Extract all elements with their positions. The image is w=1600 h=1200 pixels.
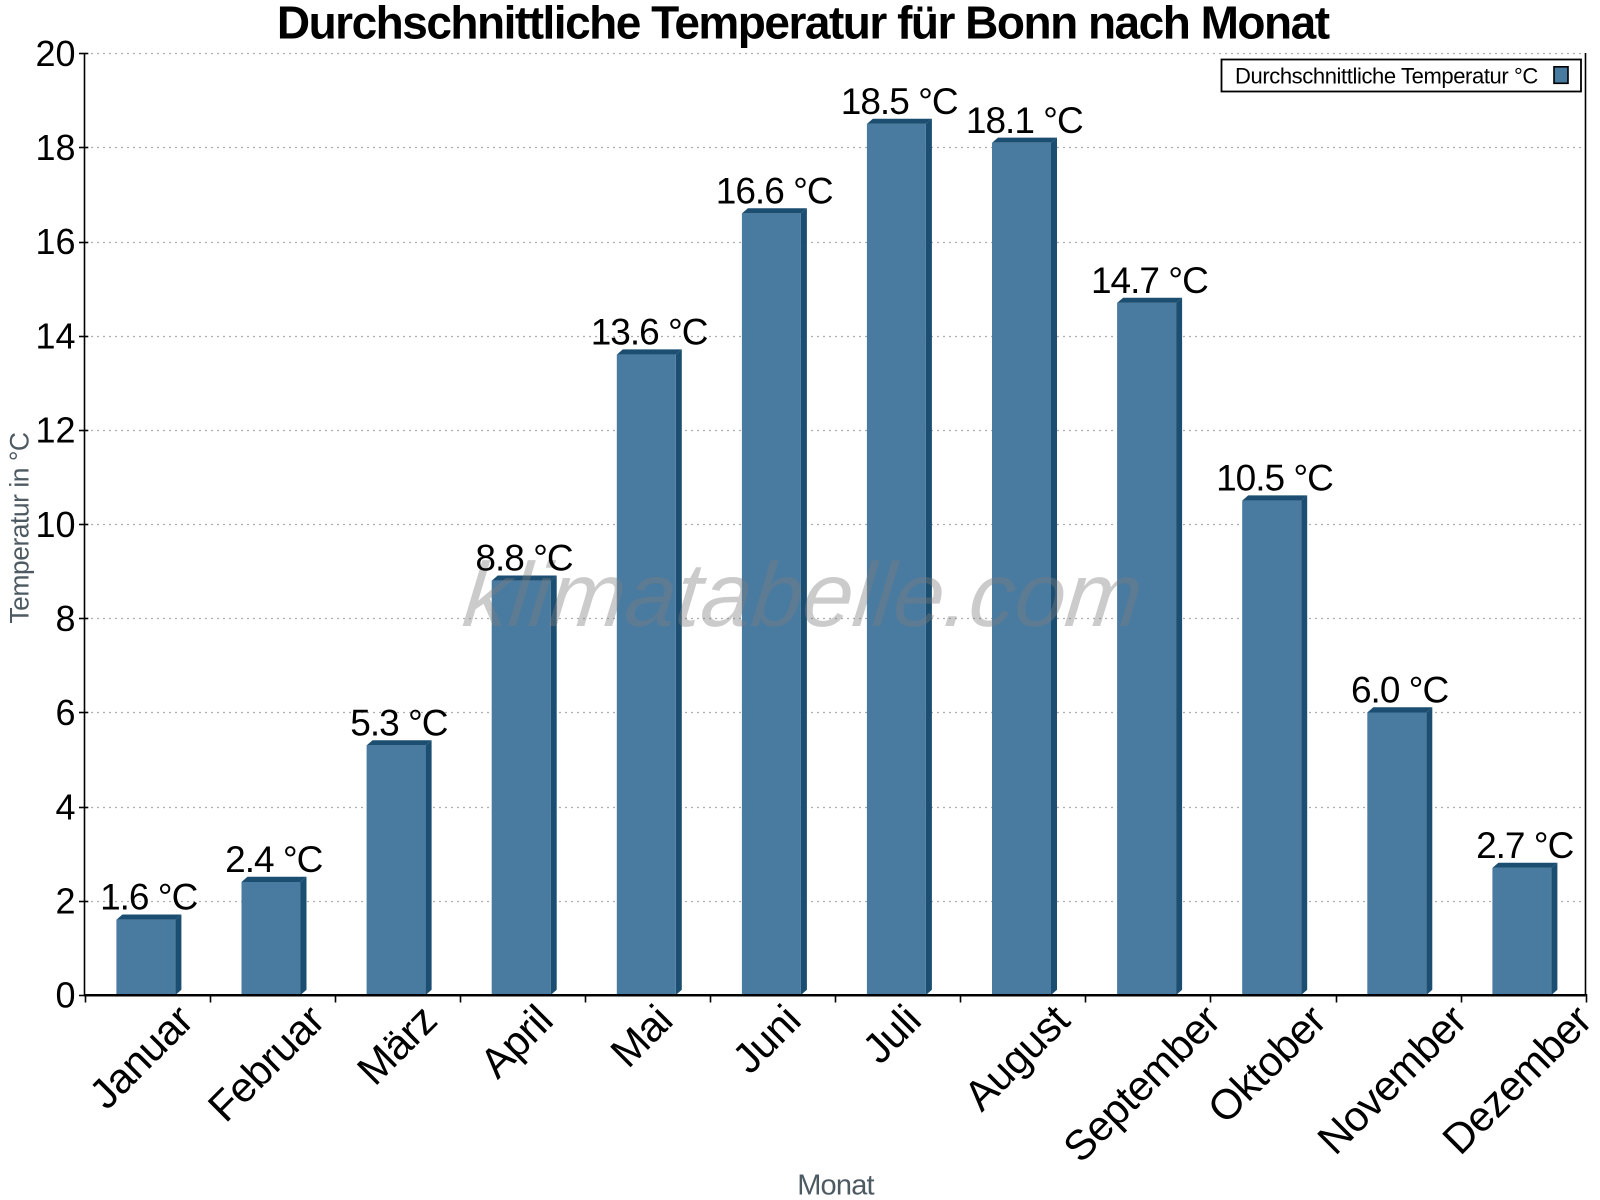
svg-text:12: 12 [35,410,75,451]
svg-text:Temperatur in °C: Temperatur in °C [5,432,35,623]
svg-text:Durchschnittliche Temperatur f: Durchschnittliche Temperatur für Bonn na… [277,0,1330,49]
svg-text:8: 8 [55,598,75,639]
svg-text:6: 6 [55,692,75,733]
svg-text:14: 14 [35,315,75,356]
svg-text:Durchschnittliche Temperatur °: Durchschnittliche Temperatur °C [1235,64,1538,89]
svg-text:20: 20 [35,33,75,74]
svg-text:Monat: Monat [797,1169,874,1200]
svg-text:16.6 °C: 16.6 °C [716,170,833,211]
svg-text:2.4 °C: 2.4 °C [225,839,323,880]
svg-text:0: 0 [55,975,75,1016]
svg-text:5.3 °C: 5.3 °C [350,702,448,743]
svg-text:18: 18 [35,127,75,168]
svg-text:13.6 °C: 13.6 °C [591,312,708,353]
svg-text:1.6 °C: 1.6 °C [100,877,198,918]
svg-text:4: 4 [55,786,75,827]
svg-text:18.1 °C: 18.1 °C [966,100,1083,141]
svg-text:8.8 °C: 8.8 °C [475,538,573,579]
svg-text:2.7 °C: 2.7 °C [1476,825,1574,866]
svg-text:6.0 °C: 6.0 °C [1351,670,1449,711]
svg-text:10.5 °C: 10.5 °C [1216,458,1333,499]
svg-text:10: 10 [35,504,75,545]
svg-text:2: 2 [55,880,75,921]
svg-text:klimatabelle.com: klimatabelle.com [459,544,1147,646]
svg-text:18.5 °C: 18.5 °C [841,81,958,122]
svg-text:14.7 °C: 14.7 °C [1091,260,1208,301]
svg-text:16: 16 [35,221,75,262]
